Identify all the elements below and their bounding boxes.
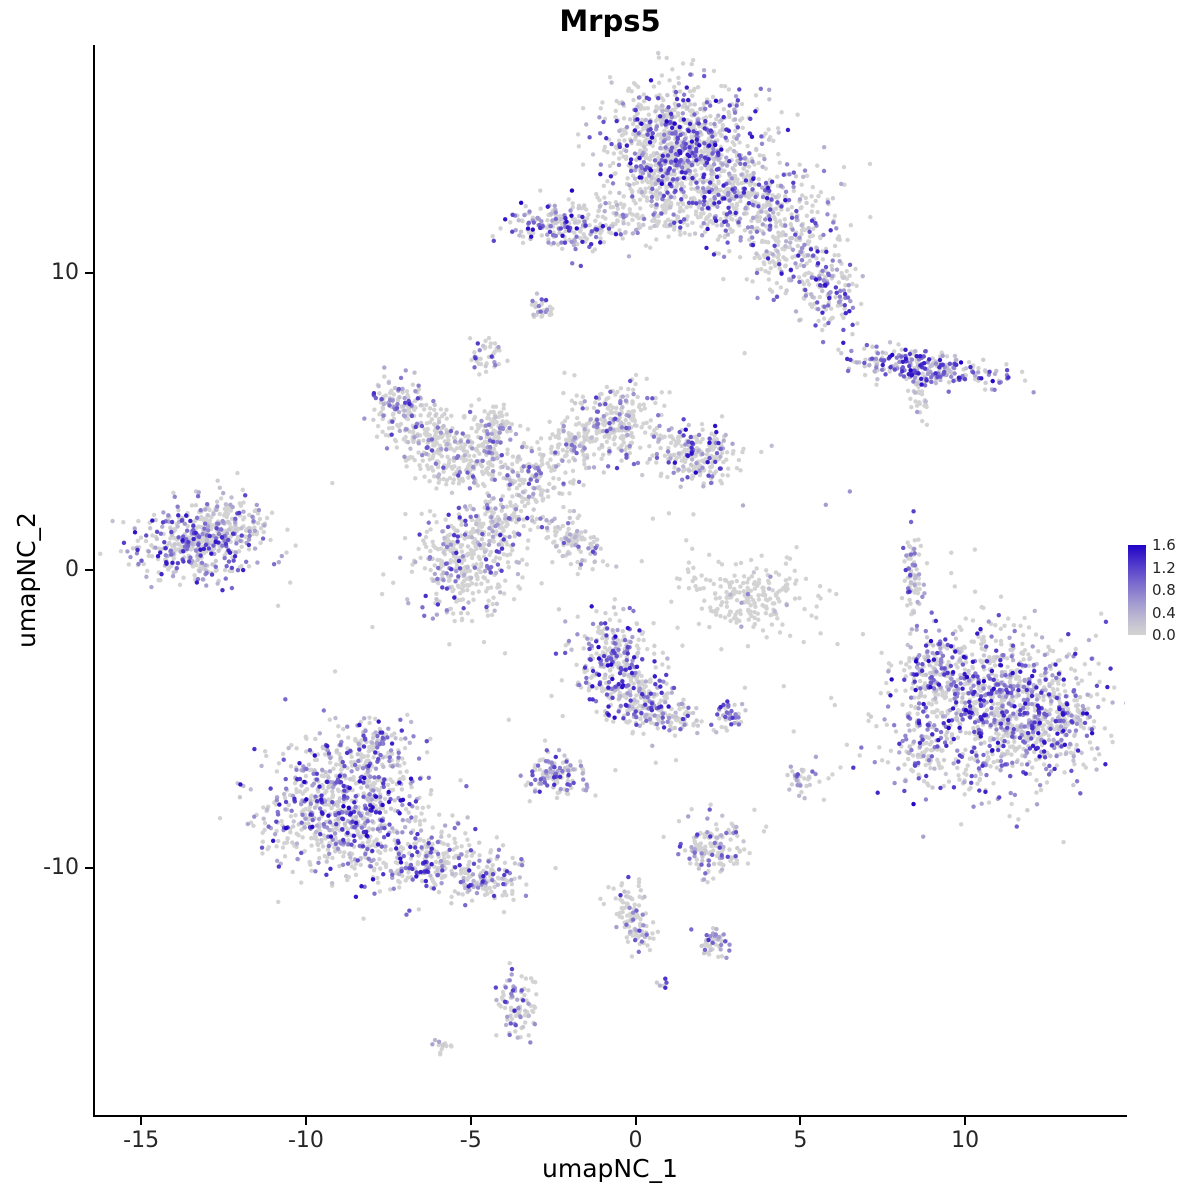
chart-title: Mrps5 xyxy=(559,4,661,38)
y-tick-mark xyxy=(85,271,93,274)
x-tick-label: 0 xyxy=(628,1128,643,1153)
scatter-canvas xyxy=(95,45,1125,1115)
x-tick-mark xyxy=(799,1117,802,1125)
legend-tick-label: 1.6 xyxy=(1152,536,1176,554)
legend-tick-label: 0.8 xyxy=(1152,581,1176,599)
y-axis-ticks: -10 0 10 xyxy=(0,45,93,1115)
y-tick-label: -10 xyxy=(43,854,79,880)
legend: 1.6 1.2 0.8 0.4 0.0 xyxy=(1126,536,1200,644)
x-tick-label: 5 xyxy=(793,1128,808,1153)
x-tick-mark xyxy=(140,1117,143,1125)
x-tick-mark xyxy=(304,1117,307,1125)
x-tick-mark xyxy=(634,1117,637,1125)
x-tick-mark xyxy=(964,1117,967,1125)
y-tick-mark xyxy=(85,569,93,572)
legend-tick-label: 0.4 xyxy=(1152,603,1176,622)
legend-tick-label: 0.0 xyxy=(1152,626,1176,644)
x-axis-title: umapNC_1 xyxy=(542,1154,678,1183)
plot-panel xyxy=(95,45,1125,1115)
x-axis-line xyxy=(93,1115,1127,1117)
y-tick-label: 10 xyxy=(51,259,79,285)
y-tick-label: 0 xyxy=(65,557,79,583)
y-tick-mark xyxy=(85,866,93,869)
x-tick-label: 10 xyxy=(951,1128,980,1153)
x-tick-label: -5 xyxy=(459,1128,482,1153)
x-tick-label: -15 xyxy=(123,1128,160,1153)
y-axis-line xyxy=(93,45,95,1117)
x-tick-label: -10 xyxy=(287,1128,324,1153)
y-axis-title: umapNC_2 xyxy=(12,512,41,648)
legend-tick-label: 1.2 xyxy=(1152,558,1176,577)
x-axis-ticks: -15 -10 -5 0 5 10 xyxy=(95,1117,1125,1165)
x-tick-mark xyxy=(469,1117,472,1125)
legend-gradient-bar xyxy=(1128,545,1146,635)
